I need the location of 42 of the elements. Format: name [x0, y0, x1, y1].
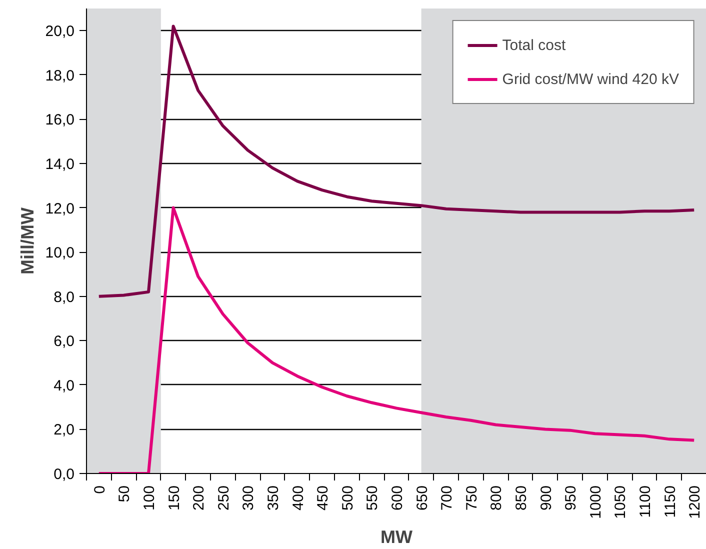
x-tick-label: 900: [538, 485, 555, 511]
legend-label: Total cost: [502, 36, 566, 54]
x-tick-label: 100: [141, 485, 158, 511]
y-tick-label: 16,0: [45, 112, 75, 129]
x-tick-label: 1000: [587, 485, 604, 519]
x-tick-label: 200: [190, 485, 208, 511]
x-axis-title: MW: [380, 526, 412, 547]
x-tick-label: 750: [463, 485, 480, 511]
x-tick-label: 1050: [612, 485, 630, 519]
line-series: [97, 206, 696, 474]
line-series: [97, 24, 696, 298]
x-tick-label: 1100: [637, 485, 654, 518]
x-tick-label: 0: [91, 486, 108, 494]
x-tick-label: 1200: [686, 485, 704, 519]
y-tick-label: 10,0: [45, 244, 75, 262]
y-tick-label: 2,0: [54, 422, 75, 439]
x-tick-label: 50: [116, 485, 134, 502]
x-tick-label: 650: [414, 485, 431, 511]
x-tick-label: 950: [562, 485, 580, 511]
x-tick-label: 850: [513, 485, 530, 511]
x-tick-label: 400: [290, 485, 307, 511]
x-tick-label: 450: [314, 485, 332, 511]
x-tick-label: 800: [488, 485, 506, 511]
x-tick-label: 550: [364, 485, 382, 511]
legend-label: Grid cost/MW wind 420 kV: [502, 70, 679, 88]
x-tick-label: 250: [215, 485, 232, 511]
y-tick-label: 6,0: [54, 333, 75, 350]
y-axis-title: Mill/MW: [17, 208, 38, 274]
x-tick-label: 700: [438, 485, 456, 511]
y-tick-label: 0,0: [54, 466, 75, 483]
x-tick-label: 1150: [662, 485, 679, 518]
x-tick-label: 500: [339, 485, 356, 511]
y-tick-label: 8,0: [54, 288, 75, 306]
y-tick-label: 4,0: [54, 377, 75, 394]
x-tick-label: 300: [240, 485, 258, 511]
x-tick-label: 600: [389, 485, 406, 511]
y-tick-label: 20,0: [45, 23, 75, 40]
y-tick-label: 18,0: [45, 67, 75, 84]
y-tick-label: 14,0: [45, 156, 75, 173]
x-tick-label: 150: [166, 485, 183, 511]
x-tick-label: 350: [265, 485, 282, 511]
y-tick-label: 12,0: [45, 200, 75, 218]
